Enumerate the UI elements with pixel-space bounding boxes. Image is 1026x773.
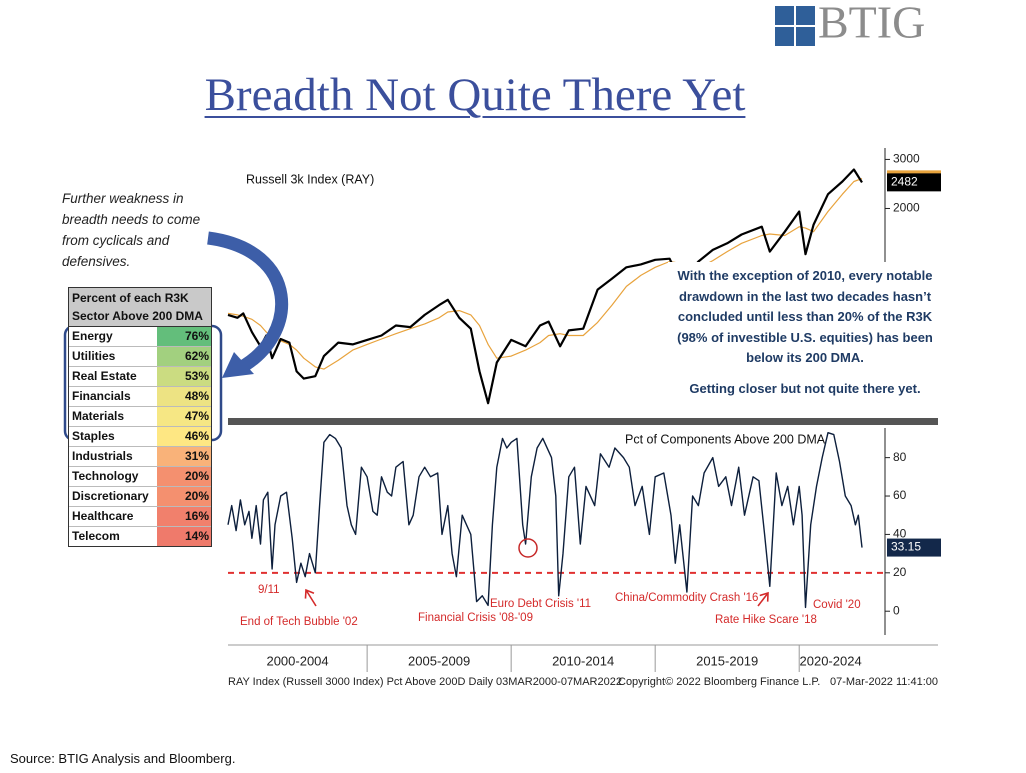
- series-line: [227, 178, 863, 370]
- sector-value: 46%: [157, 427, 211, 446]
- sector-name: Energy: [69, 327, 157, 346]
- y-tick-label: 60: [893, 488, 907, 502]
- sector-name: Utilities: [69, 347, 157, 366]
- source: Source: BTIG Analysis and Bloomberg.: [10, 751, 236, 766]
- last-value-box: [887, 173, 941, 192]
- slide-title: Breadth Not Quite There Yet: [204, 69, 746, 121]
- highlight-circle: [518, 538, 538, 558]
- sector-name: Discretionary: [69, 487, 157, 506]
- sector-value: 14%: [157, 527, 211, 546]
- annotation-arrow: [305, 589, 317, 607]
- footer-copyright: Copyright© 2022 Bloomberg Finance L.P.: [618, 676, 820, 688]
- sector-name: Staples: [69, 427, 157, 446]
- sector-value: 62%: [157, 347, 211, 366]
- table-row: Real Estate 53%: [69, 367, 211, 387]
- sector-name: Materials: [69, 407, 157, 426]
- sector-name: Industrials: [69, 447, 157, 466]
- sector-name: Technology: [69, 467, 157, 486]
- table-header: Percent of each R3K Sector Above 200 DMA: [69, 288, 211, 327]
- sector-value: 31%: [157, 447, 211, 466]
- last-value-label: 2482: [891, 175, 918, 189]
- sector-value: 20%: [157, 467, 211, 486]
- table-row: Utilities 62%: [69, 347, 211, 367]
- commentary-text: Getting closer but not quite there yet.: [689, 380, 921, 396]
- annotation-arrow: [757, 592, 769, 607]
- table-row: Telecom 14%: [69, 527, 211, 546]
- table-row: Staples 46%: [69, 427, 211, 447]
- table-row: Healthcare 16%: [69, 507, 211, 527]
- sector-value: 47%: [157, 407, 211, 426]
- sector-value: 76%: [157, 327, 211, 346]
- annotation: Financial Crisis '08-'09: [418, 612, 533, 624]
- table-row: Financials 48%: [69, 387, 211, 407]
- table-row: Technology 20%: [69, 467, 211, 487]
- table-row: Industrials 31%: [69, 447, 211, 467]
- logo-text: BTIG: [818, 0, 925, 48]
- x-band-label: 2010-2014: [552, 653, 614, 668]
- last-value-label: 33.15: [891, 540, 921, 554]
- commentary-text: With the exception of 2010, every notabl…: [677, 268, 933, 365]
- sector-name: Telecom: [69, 527, 157, 546]
- y-tick-label: 80: [893, 450, 907, 464]
- footer-timestamp: 07-Mar-2022 11:41:00: [830, 676, 938, 688]
- sector-value: 16%: [157, 507, 211, 526]
- annotation: 9/11: [258, 584, 280, 596]
- annotation: China/Commodity Crash '16: [615, 592, 758, 604]
- annotation: Covid '20: [813, 599, 861, 611]
- sector-value: 48%: [157, 387, 211, 406]
- series-line: [227, 432, 863, 609]
- chart-group: 3000 2000 Russell 3k Index (RAY) 2482 0 20 40 6…: [227, 148, 941, 688]
- x-band-label: 2020-2024: [800, 653, 862, 668]
- y-tick-label: 40: [893, 527, 907, 541]
- chart-title: Pct of Components Above 200 DMA: [625, 432, 826, 446]
- sector-value: 20%: [157, 487, 211, 506]
- series-line: [227, 168, 863, 405]
- sector-table: Percent of each R3K Sector Above 200 DMA…: [68, 287, 212, 547]
- table-row: Discretionary 20%: [69, 487, 211, 507]
- table-row: Materials 47%: [69, 407, 211, 427]
- y-tick-label: 2000: [893, 201, 920, 215]
- chart-title: Russell 3k Index (RAY): [246, 172, 374, 186]
- side-note: Further weakness in breadth needs to com…: [62, 191, 201, 269]
- x-band-label: 2000-2004: [266, 653, 328, 668]
- annotation-arrow-head: [759, 591, 769, 602]
- sector-name: Real Estate: [69, 367, 157, 386]
- sector-value: 53%: [157, 367, 211, 386]
- y-tick-label: 3000: [893, 152, 920, 166]
- table-row: Energy 76%: [69, 327, 211, 347]
- sector-name: Financials: [69, 387, 157, 406]
- footer-left: RAY Index (Russell 3000 Index) Pct Above…: [228, 676, 622, 688]
- annotation: Rate Hike Scare '18: [715, 614, 817, 626]
- callout-arrow-head: [222, 352, 254, 378]
- x-band-label: 2005-2009: [408, 653, 470, 668]
- annotation: End of Tech Bubble '02: [240, 616, 358, 628]
- sector-name: Healthcare: [69, 507, 157, 526]
- y-tick-label: 0: [893, 603, 900, 617]
- x-band-label: 2015-2019: [696, 653, 758, 668]
- last-value-box: [887, 538, 941, 557]
- annotation-arrow-head: [304, 588, 315, 599]
- y-tick-label: 20: [893, 565, 907, 579]
- commentary: With the exception of 2010, every notabl…: [668, 262, 942, 413]
- annotation: Euro Debt Crisis '11: [490, 598, 591, 610]
- callout-arrow: [207, 231, 289, 374]
- separator-bar: [228, 418, 938, 425]
